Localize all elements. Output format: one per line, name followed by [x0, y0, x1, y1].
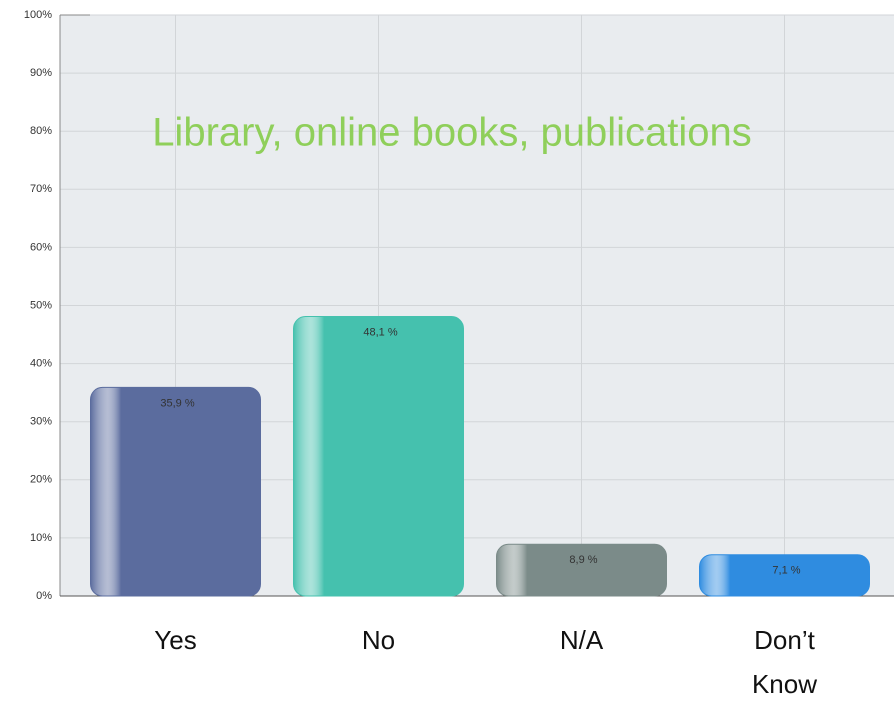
bar — [699, 554, 870, 597]
bar — [90, 386, 261, 597]
y-tick-label: 100% — [24, 9, 52, 21]
value-label: 8,9 % — [569, 554, 597, 566]
value-label: 7,1 % — [772, 565, 800, 577]
x-tick-label: No — [361, 625, 396, 655]
bar — [496, 543, 667, 597]
y-tick-label: 50% — [30, 299, 52, 311]
y-tick-label: 10% — [30, 532, 52, 544]
y-tick-label: 80% — [30, 125, 52, 137]
value-label: 35,9 % — [160, 397, 194, 409]
value-label: 48,1 % — [363, 326, 397, 338]
y-tick-label: 90% — [30, 67, 52, 79]
y-tick-label: 0% — [36, 590, 52, 602]
bar — [293, 316, 464, 597]
y-tick-label: 70% — [30, 183, 52, 195]
x-tick-label: N/A — [559, 625, 604, 655]
y-tick-label: 60% — [30, 241, 52, 253]
y-tick-label: 20% — [30, 474, 52, 486]
y-tick-label: 40% — [30, 358, 52, 370]
y-tick-label: 30% — [30, 416, 52, 428]
x-tick-label: Don’t Know — [751, 625, 818, 699]
chart-title: Library, online books, publications — [152, 111, 752, 155]
x-tick-label: Yes — [154, 625, 197, 655]
